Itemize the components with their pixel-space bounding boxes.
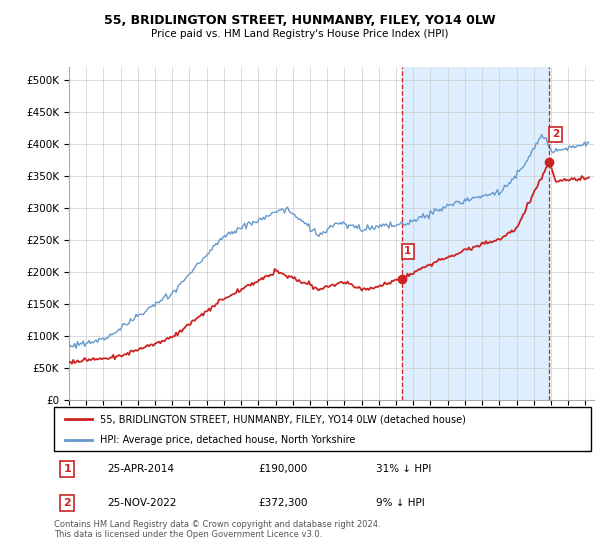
Text: HPI: Average price, detached house, North Yorkshire: HPI: Average price, detached house, Nort…: [100, 435, 355, 445]
Text: 55, BRIDLINGTON STREET, HUNMANBY, FILEY, YO14 0LW (detached house): 55, BRIDLINGTON STREET, HUNMANBY, FILEY,…: [100, 414, 466, 424]
Text: 2: 2: [64, 498, 71, 508]
Text: 9% ↓ HPI: 9% ↓ HPI: [376, 498, 425, 508]
Text: 25-APR-2014: 25-APR-2014: [108, 464, 175, 474]
Text: 55, BRIDLINGTON STREET, HUNMANBY, FILEY, YO14 0LW: 55, BRIDLINGTON STREET, HUNMANBY, FILEY,…: [104, 14, 496, 27]
Text: 1: 1: [404, 246, 412, 256]
FancyBboxPatch shape: [54, 407, 591, 451]
Text: 25-NOV-2022: 25-NOV-2022: [108, 498, 177, 508]
Text: Contains HM Land Registry data © Crown copyright and database right 2024.
This d: Contains HM Land Registry data © Crown c…: [54, 520, 380, 539]
Text: £190,000: £190,000: [258, 464, 307, 474]
Text: £372,300: £372,300: [258, 498, 308, 508]
Text: 31% ↓ HPI: 31% ↓ HPI: [376, 464, 431, 474]
Text: Price paid vs. HM Land Registry's House Price Index (HPI): Price paid vs. HM Land Registry's House …: [151, 29, 449, 39]
Bar: [401, 67, 549, 400]
Text: 2: 2: [552, 129, 559, 139]
Text: 1: 1: [64, 464, 71, 474]
